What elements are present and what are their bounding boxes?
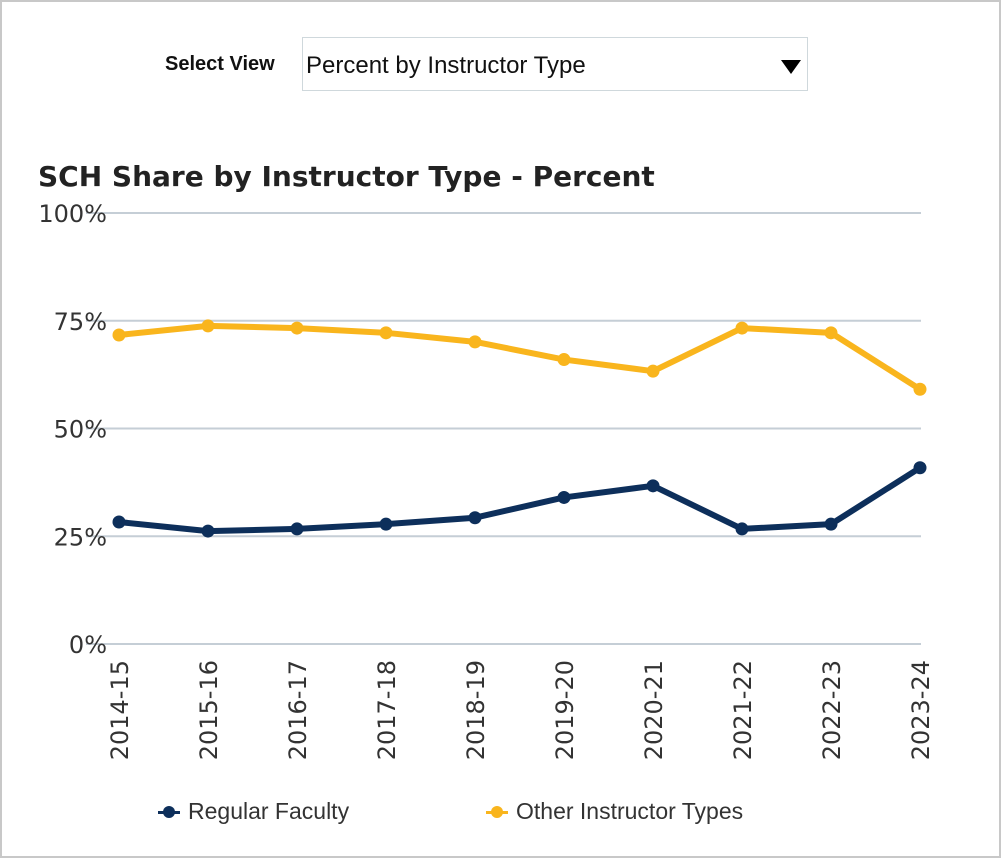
data-point[interactable] <box>379 517 393 531</box>
x-tick-label: 2022-23 <box>818 660 846 760</box>
data-point[interactable] <box>735 321 749 335</box>
data-point[interactable] <box>468 335 482 349</box>
series-line-regular-faculty <box>116 464 923 535</box>
x-tick-label: 2020-21 <box>640 660 668 760</box>
data-point[interactable] <box>379 326 393 340</box>
legend-label: Regular Faculty <box>188 798 350 824</box>
y-tick-label: 75% <box>54 308 107 336</box>
chart-title: SCH Share by Instructor Type - Percent <box>38 160 655 193</box>
data-point[interactable] <box>646 479 660 493</box>
data-point[interactable] <box>201 524 215 538</box>
legend-marker-other-icon <box>486 805 508 818</box>
x-tick-label: 2014-15 <box>106 660 134 760</box>
data-point[interactable] <box>824 517 838 531</box>
x-tick-label: 2021-22 <box>729 660 757 760</box>
series-line-other-instructor-types <box>116 322 923 393</box>
data-point[interactable] <box>112 328 126 342</box>
x-tick-label: 2015-16 <box>195 660 223 760</box>
legend-item-regular-faculty[interactable]: Regular Faculty <box>158 798 349 825</box>
data-point[interactable] <box>201 319 215 333</box>
data-point[interactable] <box>468 511 482 525</box>
select-view-label: Select View <box>165 53 275 75</box>
view-select-value: Percent by Instructor Type <box>306 52 586 79</box>
data-point[interactable] <box>290 321 304 335</box>
data-point[interactable] <box>112 515 126 529</box>
legend-label: Other Instructor Types <box>516 798 744 824</box>
y-tick-label: 100% <box>38 200 107 228</box>
x-tick-label: 2019-20 <box>551 660 579 760</box>
y-tick-label: 0% <box>69 631 107 659</box>
legend-marker-regular-icon <box>158 805 180 818</box>
data-point[interactable] <box>557 490 571 504</box>
y-tick-label: 50% <box>54 416 107 444</box>
x-tick-label: 2023-24 <box>907 660 935 760</box>
data-point[interactable] <box>913 382 927 396</box>
dropdown-arrow-icon[interactable] <box>781 60 801 74</box>
data-point[interactable] <box>646 364 660 378</box>
x-tick-label: 2017-18 <box>373 660 401 760</box>
data-point[interactable] <box>735 522 749 536</box>
legend: Regular Faculty Other Instructor Types <box>0 798 1001 828</box>
data-point[interactable] <box>290 522 304 536</box>
x-tick-label: 2016-17 <box>284 660 312 760</box>
view-select[interactable]: Percent by Instructor Type <box>302 37 808 91</box>
x-tick-label: 2018-19 <box>462 660 490 760</box>
data-point[interactable] <box>557 353 571 367</box>
data-point[interactable] <box>913 461 927 475</box>
y-tick-label: 25% <box>54 523 107 551</box>
data-point[interactable] <box>824 326 838 340</box>
line-chart: 0% 25% 50% 75% 100% 2014-15 2015-16 2016-17 2017… <box>38 200 935 760</box>
legend-item-other-instructor-types[interactable]: Other Instructor Types <box>486 798 743 825</box>
